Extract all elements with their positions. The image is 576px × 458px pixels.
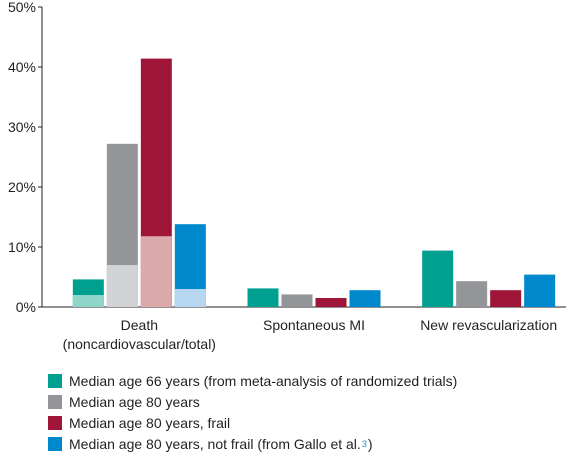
chart-legend: Median age 66 years (from meta-analysis … — [48, 370, 457, 454]
bar-noncardiovascular-segment — [140, 236, 172, 307]
bar — [524, 274, 556, 307]
bar — [490, 290, 522, 307]
legend-label: Median age 80 years — [69, 393, 200, 410]
y-tick-label: 0% — [16, 299, 36, 315]
chart-bars — [72, 58, 556, 307]
chart-labels: 0% 10% 20% 30% 40% 50% Death (noncardiovascular… — [8, 0, 557, 352]
legend-label: Median age 80 years, frail — [69, 414, 231, 431]
y-tick-label: 50% — [8, 0, 36, 15]
bar — [315, 298, 347, 307]
bar-noncardiovascular-segment — [72, 295, 104, 307]
legend-swatch — [48, 436, 62, 451]
bar — [281, 294, 313, 307]
legend-reference-superscript: 3 — [361, 438, 367, 449]
x-category-label: Spontaneous MI — [263, 317, 365, 333]
legend-item: Median age 80 years — [48, 391, 457, 412]
legend-label-suffix: ) — [367, 435, 373, 452]
legend-swatch — [48, 373, 62, 388]
legend-item: Median age 66 years (from meta-analysis … — [48, 370, 457, 391]
y-tick-label: 30% — [8, 119, 36, 135]
x-category-label: Death — [121, 317, 158, 333]
y-tick-label: 20% — [8, 179, 36, 195]
bar — [349, 290, 381, 307]
bar-noncardiovascular-segment — [174, 289, 206, 307]
x-category-label: New revascularization — [420, 317, 557, 333]
y-tick-label: 40% — [8, 59, 36, 75]
legend-swatch — [48, 394, 62, 409]
bar-chart: 0% 10% 20% 30% 40% 50% Death (noncardiovascular… — [8, 0, 566, 352]
legend-label: Median age 66 years (from meta-analysis … — [69, 372, 458, 389]
y-tick-label: 10% — [8, 239, 36, 255]
bar — [422, 250, 454, 307]
x-category-sublabel: (noncardiovascular/total) — [63, 336, 216, 352]
legend-item: Median age 80 years, frail — [48, 412, 457, 433]
legend-label: Median age 80 years, not frail (from Gal… — [69, 435, 361, 452]
bar — [456, 281, 488, 307]
bar-noncardiovascular-segment — [106, 265, 138, 307]
legend-item: Median age 80 years, not frail (from Gal… — [48, 433, 457, 454]
bar — [247, 288, 279, 307]
legend-swatch — [48, 415, 62, 430]
